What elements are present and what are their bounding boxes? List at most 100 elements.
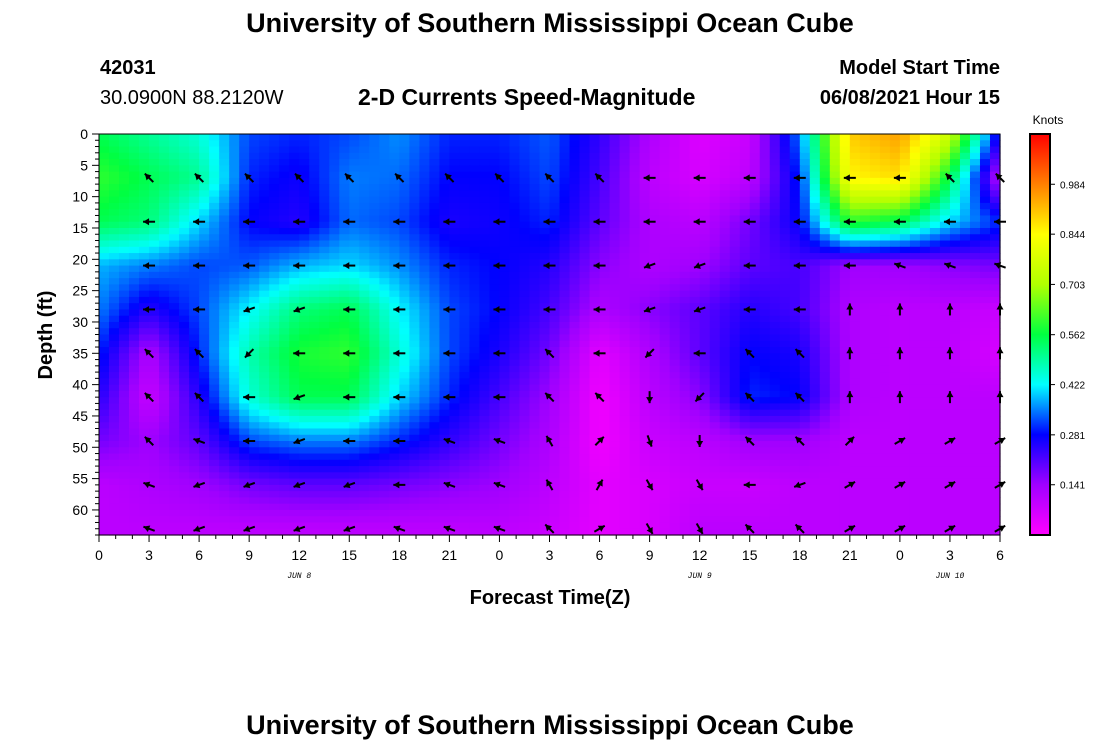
heatmap-cell	[769, 309, 781, 317]
heatmap-cell	[809, 240, 821, 248]
heatmap-cell	[989, 434, 1001, 442]
heatmap-cell	[419, 246, 430, 254]
heatmap-cell	[879, 221, 891, 229]
heatmap-cell	[589, 271, 601, 279]
heatmap-cell	[589, 453, 601, 461]
heatmap-cell	[919, 240, 931, 248]
heatmap-cell	[729, 365, 741, 373]
heatmap-cell	[199, 284, 210, 292]
heatmap-cell	[479, 303, 491, 311]
heatmap-cell	[969, 221, 981, 229]
heatmap-cell	[239, 365, 250, 373]
heatmap-cell	[949, 334, 961, 342]
heatmap-cell	[659, 159, 671, 166]
heatmap-cell	[859, 415, 871, 423]
heatmap-cell	[889, 234, 901, 242]
heatmap-cell	[759, 459, 771, 467]
heatmap-cell	[169, 134, 180, 141]
heatmap-cell	[449, 246, 460, 254]
heatmap-cell	[939, 453, 951, 461]
heatmap-cell	[789, 453, 801, 461]
heatmap-cell	[579, 441, 591, 448]
heatmap-cell	[149, 190, 160, 198]
heatmap-cell	[889, 215, 901, 223]
heatmap-cell	[899, 328, 911, 336]
heatmap-cell	[409, 190, 420, 198]
heatmap-cell	[869, 240, 881, 248]
heatmap-cell	[619, 347, 631, 354]
heatmap-cell	[809, 434, 821, 442]
heatmap-cell	[539, 140, 551, 148]
heatmap-cell	[139, 428, 150, 436]
heatmap-cell	[319, 390, 330, 398]
heatmap-cell	[349, 165, 360, 173]
heatmap-cell	[339, 265, 350, 273]
heatmap-cell	[479, 428, 491, 436]
heatmap-cell	[949, 390, 961, 398]
heatmap-cell	[529, 209, 541, 217]
heatmap-cell	[589, 246, 601, 254]
heatmap-cell	[419, 453, 430, 461]
heatmap-cell	[769, 278, 781, 285]
heatmap-cell	[209, 227, 220, 235]
heatmap-cell	[489, 321, 501, 329]
heatmap-cell	[209, 403, 220, 411]
heatmap-cell	[309, 372, 320, 379]
heatmap-cell	[599, 234, 611, 242]
heatmap-cell	[519, 459, 531, 467]
heatmap-cell	[419, 466, 430, 473]
heatmap-cell	[899, 321, 911, 329]
heatmap-cell	[329, 221, 340, 229]
heatmap-cell	[169, 152, 180, 160]
heatmap-cell	[739, 472, 751, 480]
heatmap-cell	[709, 334, 721, 342]
heatmap-cell	[739, 227, 751, 235]
heatmap-cell	[339, 441, 350, 448]
heatmap-cell	[599, 466, 611, 473]
heatmap-cell	[149, 240, 160, 248]
heatmap-cell	[299, 415, 310, 423]
heatmap-cell	[159, 359, 170, 367]
heatmap-cell	[849, 309, 861, 317]
heatmap-cell	[939, 146, 951, 154]
heatmap-cell	[199, 353, 210, 361]
heatmap-cell	[119, 315, 130, 323]
heatmap-cell	[489, 209, 501, 217]
heatmap-cell	[669, 221, 681, 229]
heatmap-cell	[989, 459, 1001, 467]
heatmap-cell	[279, 321, 290, 329]
heatmap-cell	[209, 259, 220, 267]
heatmap-cell	[479, 177, 491, 185]
heatmap-cell	[439, 422, 450, 430]
heatmap-cell	[819, 159, 831, 166]
heatmap-cell	[229, 453, 240, 461]
heatmap-cell	[529, 447, 541, 455]
heatmap-cell	[129, 472, 140, 480]
heatmap-cell	[339, 365, 350, 373]
heatmap-cell	[549, 265, 561, 273]
heatmap-cell	[319, 347, 330, 354]
heatmap-cell	[189, 140, 200, 148]
heatmap-cell	[889, 353, 901, 361]
heatmap-cell	[529, 459, 541, 467]
heatmap-cell	[639, 215, 651, 223]
heatmap-cell	[289, 209, 300, 217]
heatmap-cell	[609, 447, 621, 455]
heatmap-cell	[109, 190, 120, 198]
heatmap-cell	[369, 215, 380, 223]
heatmap-cell	[689, 284, 701, 292]
heatmap-cell	[449, 359, 460, 367]
heatmap-cell	[449, 434, 460, 442]
heatmap-cell	[249, 365, 260, 373]
heatmap-cell	[929, 271, 941, 279]
heatmap-cell	[129, 265, 140, 273]
heatmap-cell	[639, 315, 651, 323]
heatmap-cell	[489, 190, 501, 198]
heatmap-cell	[579, 384, 591, 392]
heatmap-cell	[299, 221, 310, 229]
heatmap-cell	[309, 290, 320, 298]
heatmap-cell	[609, 434, 621, 442]
heatmap-cell	[729, 221, 741, 229]
heatmap-cell	[559, 202, 571, 210]
heatmap-cell	[929, 428, 941, 436]
